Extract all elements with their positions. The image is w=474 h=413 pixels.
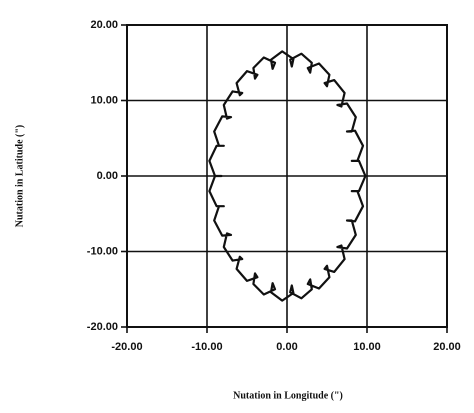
x-tick-label: 20.00 bbox=[433, 341, 461, 353]
y-axis-label: Nutation in Latitude (") bbox=[14, 125, 25, 228]
x-tick-label: -10.00 bbox=[191, 341, 222, 353]
y-tick-label: 20.00 bbox=[90, 19, 118, 31]
y-tick-label: -20.00 bbox=[87, 321, 118, 333]
x-tick-label: 10.00 bbox=[353, 341, 381, 353]
y-tick-label: 10.00 bbox=[90, 94, 118, 106]
y-tick-label: -10.00 bbox=[87, 245, 118, 257]
x-tick-label: 0.00 bbox=[276, 341, 297, 353]
plot-frame bbox=[126, 24, 448, 328]
x-axis-label: Nutation in Longitude (") bbox=[233, 390, 343, 401]
x-tick-label: -20.00 bbox=[111, 341, 142, 353]
nutation-curve bbox=[208, 50, 367, 302]
y-tick-label: 0.00 bbox=[97, 170, 118, 182]
